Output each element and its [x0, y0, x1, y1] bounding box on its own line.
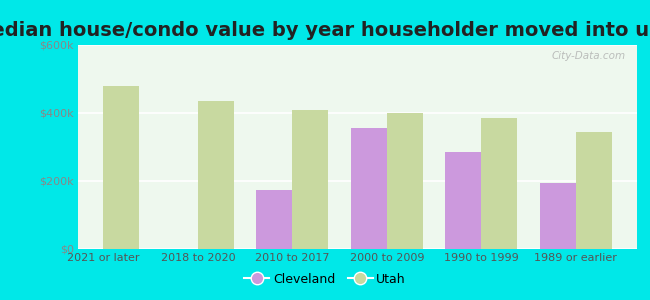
Bar — [198, 101, 234, 249]
Bar — [481, 118, 517, 249]
Text: Median house/condo value by year householder moved into unit: Median house/condo value by year househo… — [0, 21, 650, 40]
Bar — [351, 128, 387, 249]
Bar — [103, 86, 139, 249]
Bar — [257, 190, 292, 249]
Bar — [445, 152, 481, 249]
Bar — [292, 110, 328, 249]
Bar — [387, 113, 422, 249]
Bar — [540, 183, 576, 249]
Bar — [576, 132, 612, 249]
Legend: Cleveland, Utah: Cleveland, Utah — [239, 268, 411, 291]
Text: City-Data.com: City-Data.com — [552, 51, 626, 61]
